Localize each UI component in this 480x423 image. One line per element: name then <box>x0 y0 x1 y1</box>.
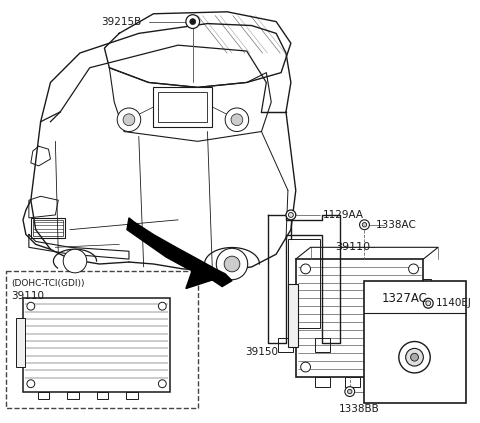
Bar <box>278 338 293 352</box>
Circle shape <box>186 15 200 28</box>
Circle shape <box>158 380 166 387</box>
Circle shape <box>286 210 296 220</box>
Text: 39150: 39150 <box>245 347 278 357</box>
Circle shape <box>224 256 240 272</box>
Circle shape <box>231 114 243 126</box>
Circle shape <box>410 353 419 361</box>
Circle shape <box>348 389 352 394</box>
Circle shape <box>408 264 419 274</box>
Bar <box>16 318 25 367</box>
Circle shape <box>27 302 35 310</box>
Circle shape <box>408 362 419 372</box>
Circle shape <box>288 212 293 217</box>
Circle shape <box>300 264 311 274</box>
Bar <box>96 392 108 399</box>
Text: 39215B: 39215B <box>101 16 142 27</box>
Circle shape <box>63 249 87 273</box>
Bar <box>38 392 49 399</box>
Circle shape <box>158 302 166 310</box>
Bar <box>6 271 198 408</box>
Circle shape <box>362 222 367 227</box>
Text: 39110: 39110 <box>11 291 44 301</box>
Bar <box>423 343 431 357</box>
Circle shape <box>360 220 370 230</box>
Circle shape <box>123 114 135 126</box>
Bar <box>374 377 389 387</box>
Text: 1338BB: 1338BB <box>339 404 380 414</box>
Text: 1129AA: 1129AA <box>323 210 364 220</box>
Circle shape <box>345 387 355 396</box>
Bar <box>154 88 212 126</box>
Bar <box>23 298 170 392</box>
Bar <box>31 218 65 237</box>
Circle shape <box>406 349 423 366</box>
Circle shape <box>216 248 248 280</box>
Bar <box>33 220 63 236</box>
Bar <box>423 279 431 294</box>
Circle shape <box>426 301 431 306</box>
Bar <box>315 377 330 387</box>
Bar <box>296 259 423 377</box>
Circle shape <box>117 108 141 132</box>
Circle shape <box>423 298 433 308</box>
Bar <box>364 281 466 404</box>
Circle shape <box>225 108 249 132</box>
Text: 1327AC: 1327AC <box>382 292 428 305</box>
Bar <box>345 377 360 387</box>
Bar <box>288 239 320 328</box>
Circle shape <box>27 380 35 387</box>
Bar <box>158 92 207 122</box>
Circle shape <box>399 341 430 373</box>
Text: (DOHC-TCI(GDI)): (DOHC-TCI(GDI)) <box>11 279 84 288</box>
Circle shape <box>190 19 196 25</box>
Text: 39110: 39110 <box>335 242 370 252</box>
Bar <box>126 392 138 399</box>
Bar <box>288 284 298 347</box>
Polygon shape <box>127 218 232 286</box>
Bar <box>315 338 330 352</box>
Circle shape <box>300 362 311 372</box>
Polygon shape <box>186 269 222 288</box>
Text: 1140EJ: 1140EJ <box>436 298 472 308</box>
Bar <box>67 392 79 399</box>
Text: 1338AC: 1338AC <box>376 220 417 230</box>
